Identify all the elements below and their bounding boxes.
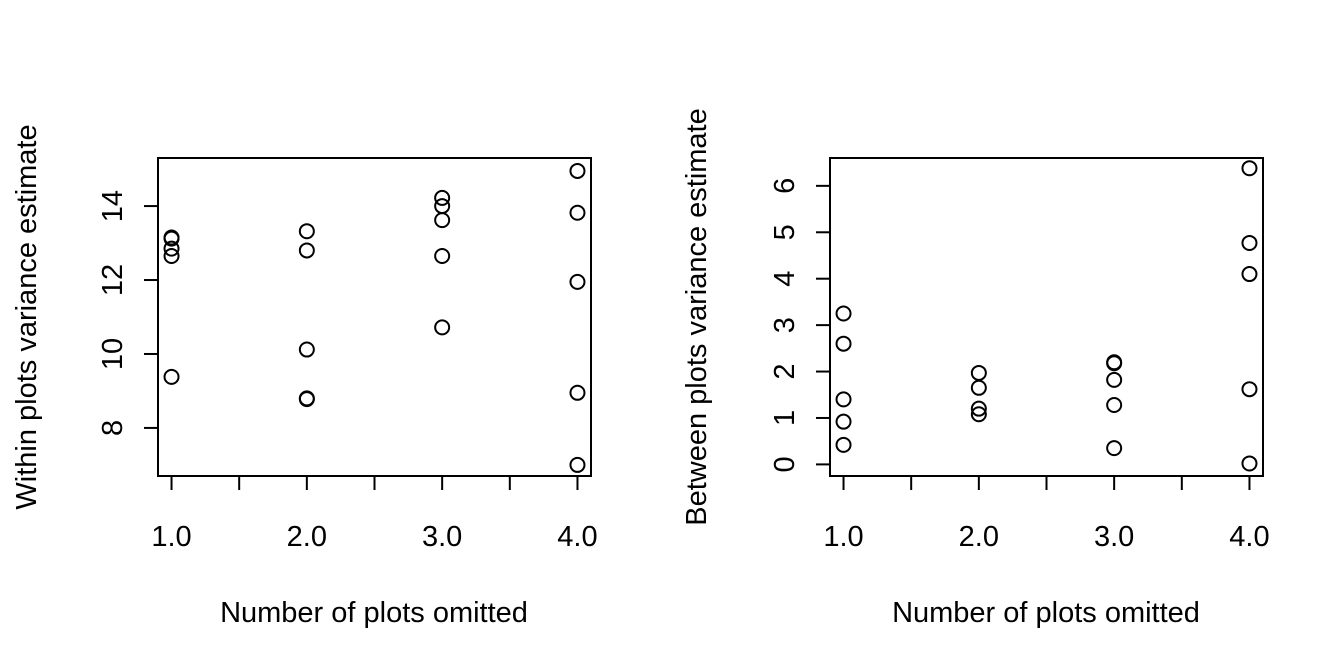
data-point xyxy=(163,247,180,264)
y-tick-label: 1 xyxy=(769,410,801,426)
y-axis-label: Within plots variance estimate xyxy=(11,124,43,509)
data-point xyxy=(163,230,180,247)
data-point xyxy=(434,189,451,206)
x-axis: 1.0 2.0 3.0 4.0 xyxy=(151,475,598,553)
data-point xyxy=(298,391,315,408)
data-point xyxy=(1241,234,1258,251)
y-tick-label: 14 xyxy=(97,190,129,222)
data-point xyxy=(163,240,180,257)
data-point xyxy=(1106,396,1123,413)
x-tick-label: 1.0 xyxy=(151,521,191,553)
data-point xyxy=(569,204,586,221)
data-point xyxy=(298,223,315,240)
data-point xyxy=(835,305,852,322)
y-tick-label: 0 xyxy=(769,456,801,472)
chart-within-plots-variance: 1.0 2.0 3.0 4.0 8 10 12 14 Number of plots omi… xyxy=(11,124,598,629)
data-point xyxy=(1241,455,1258,472)
x-tick-label: 3.0 xyxy=(422,521,462,553)
x-tick-label: 1.0 xyxy=(823,521,863,553)
y-tick-label: 10 xyxy=(97,338,129,370)
data-point xyxy=(1241,266,1258,283)
data-point xyxy=(569,456,586,473)
data-point xyxy=(298,242,315,259)
y-tick-label: 3 xyxy=(769,317,801,333)
data-point xyxy=(835,413,852,430)
data-point xyxy=(298,341,315,358)
x-tick-label: 2.0 xyxy=(287,521,327,553)
data-point xyxy=(1106,371,1123,388)
x-axis-label: Number of plots omitted xyxy=(892,597,1200,629)
data-point xyxy=(1241,160,1258,177)
data-point xyxy=(835,391,852,408)
y-tick-label: 12 xyxy=(97,264,129,296)
data-point xyxy=(970,379,987,396)
data-point xyxy=(835,436,852,453)
data-points xyxy=(835,160,1258,472)
data-point xyxy=(569,384,586,401)
x-tick-label: 4.0 xyxy=(1229,521,1269,553)
x-axis-label: Number of plots omitted xyxy=(220,597,528,629)
y-axis: 0 1 2 3 4 5 6 xyxy=(769,178,831,472)
y-tick-label: 4 xyxy=(769,271,801,287)
x-tick-label: 3.0 xyxy=(1094,521,1134,553)
data-point xyxy=(434,247,451,264)
y-tick-label: 8 xyxy=(97,420,129,436)
y-axis: 8 10 12 14 xyxy=(97,190,159,436)
data-point xyxy=(970,400,987,417)
y-tick-label: 6 xyxy=(769,178,801,194)
data-point xyxy=(835,335,852,352)
data-point xyxy=(163,368,180,385)
data-point xyxy=(434,319,451,336)
x-tick-label: 2.0 xyxy=(959,521,999,553)
x-axis: 1.0 2.0 3.0 4.0 xyxy=(823,475,1270,553)
data-point xyxy=(1241,381,1258,398)
data-point xyxy=(970,406,987,423)
data-point xyxy=(1106,355,1123,372)
data-point xyxy=(569,162,586,179)
x-tick-label: 4.0 xyxy=(557,521,597,553)
data-point xyxy=(1106,440,1123,457)
y-tick-label: 5 xyxy=(769,224,801,240)
data-point xyxy=(569,273,586,290)
y-tick-label: 2 xyxy=(769,363,801,379)
data-point xyxy=(434,212,451,229)
data-points xyxy=(163,162,586,473)
chart-between-plots-variance: 1.0 2.0 3.0 4.0 0 1 2 3 4 5 6 Number of plots omi… xyxy=(681,108,1270,629)
y-axis-label: Between plots variance estimate xyxy=(681,108,713,526)
